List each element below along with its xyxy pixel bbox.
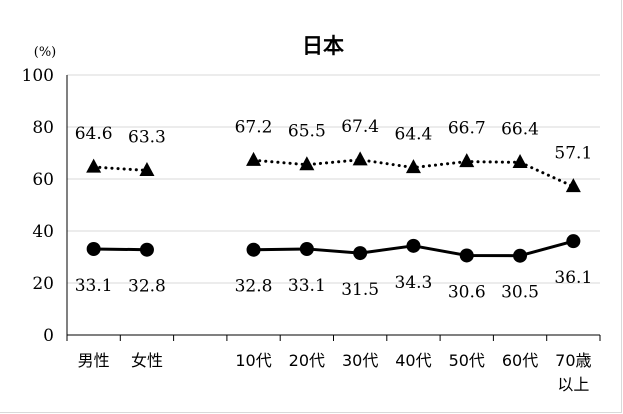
data-point-circle [139,242,154,257]
data-point-circle [513,248,528,263]
data-label: 64.4 [395,125,433,145]
data-label: 34.3 [395,273,433,293]
y-tick-label: 60 [32,170,54,190]
y-tick-labels: 0 20 40 60 80 100 [22,66,54,346]
data-label: 57.1 [554,144,592,164]
data-point-circle [86,241,101,256]
data-point-triangle [459,153,475,168]
data-label: 66.7 [448,119,486,139]
data-point-circle [459,248,474,263]
y-tick-label: 40 [32,222,54,242]
x-tick-label: 10代 [235,351,271,370]
data-label: 32.8 [128,277,166,297]
y-tick-label: 20 [32,274,54,294]
data-label: 65.5 [288,122,326,142]
data-point-circle [566,234,581,249]
series-line [92,165,149,172]
x-tick-label: 50代 [449,351,485,370]
x-tick-label: 40代 [395,351,431,370]
x-tick-label: 30代 [342,351,378,370]
data-label: 30.5 [501,283,539,303]
data-point-triangle [86,158,102,173]
data-label: 33.1 [288,276,326,296]
data-label: 32.8 [235,277,273,297]
data-label: 30.6 [448,282,486,302]
x-tick-label: 70歳 [555,351,591,370]
x-tick-label: 60代 [502,351,538,370]
data-point-triangle [512,153,528,168]
data-point-circle [246,242,261,257]
series-group [86,151,581,263]
data-label: 67.4 [341,117,379,137]
axes [66,75,601,341]
x-tick-label: 以上 [557,375,589,394]
gridlines [67,74,600,284]
data-point-triangle [352,151,368,166]
data-point-triangle [246,151,262,166]
data-label: 64.6 [75,124,113,144]
data-labels: 64.6 63.3 67.2 65.5 67.4 64.4 66.7 66.4 57.1 33.1… [75,117,593,303]
data-point-triangle [405,159,421,174]
x-tick-label: 男性 [78,351,110,370]
data-label: 33.1 [75,276,113,296]
data-label: 66.4 [501,119,539,139]
x-tick-label: 女性 [131,351,163,370]
data-point-circle [299,241,314,256]
data-point-triangle [565,178,581,193]
data-label: 31.5 [341,280,379,300]
data-label: 63.3 [128,127,166,147]
data-point-circle [353,246,368,261]
series-line [92,247,149,252]
data-label: 67.2 [235,117,273,137]
y-tick-label: 0 [43,326,54,346]
x-tick-label: 20代 [289,351,325,370]
y-tick-label: 80 [32,118,54,138]
chart-title: 日本 [302,34,344,58]
data-point-circle [406,238,421,253]
y-unit-label: (%) [34,45,57,60]
y-tick-label: 100 [22,66,54,86]
data-point-triangle [139,162,155,177]
data-label: 36.1 [554,268,592,288]
data-point-triangle [299,156,315,171]
